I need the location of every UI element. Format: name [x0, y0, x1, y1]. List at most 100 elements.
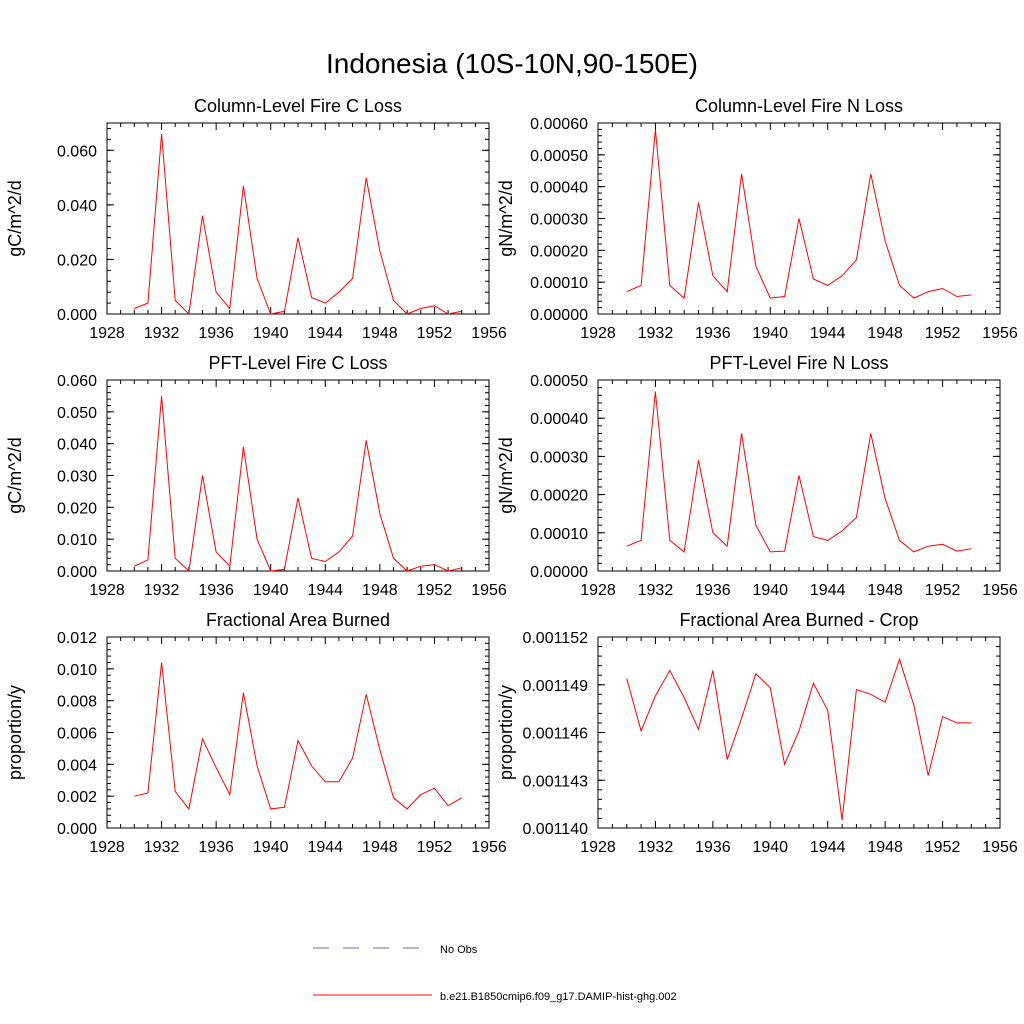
chart6-xtick-label: 1952 [925, 839, 961, 856]
chart6-ylabel: proportion/y [496, 685, 516, 780]
chart5-xtick-label: 1956 [471, 839, 507, 856]
chart5-xtick-label: 1944 [307, 839, 343, 856]
chart6-ytick-label: 0.001140 [522, 821, 588, 838]
chart2-xtick-label: 1948 [867, 325, 903, 342]
chart3-series-line [134, 395, 462, 573]
chart2-ylabel: gN/m^2/d [496, 180, 516, 256]
chart6-xtick-label: 1932 [638, 839, 674, 856]
legend-model-label: b.e21.B1850cmip6.f09_g17.DAMIP-hist-ghg.… [440, 991, 677, 1003]
chart1-xtick-label: 1944 [307, 325, 343, 342]
chart5-ytick-label: 0.000 [57, 821, 97, 838]
chart3-xtick-label: 1956 [471, 582, 507, 599]
chart5-xtick-label: 1948 [362, 839, 398, 856]
chart6-frame [597, 636, 1001, 829]
chart5-ytick-label: 0.004 [57, 757, 97, 774]
chart5-title: Fractional Area Burned [206, 610, 390, 630]
chart5-ytick-label: 0.002 [57, 789, 97, 806]
chart3-title: PFT-Level Fire C Loss [208, 353, 387, 373]
chart1-xtick-label: 1952 [417, 325, 453, 342]
chart5-series-line [134, 662, 462, 811]
chart2-xtick-label: 1936 [695, 325, 731, 342]
chart3-xtick-label: 1940 [253, 582, 289, 599]
chart2-ytick-label: 0.00050 [530, 148, 588, 165]
chart6-xtick-label: 1928 [580, 839, 616, 856]
chart3-ytick-label: 0.060 [57, 373, 97, 390]
chart5-xtick-label: 1936 [198, 839, 234, 856]
chart6-series-line [626, 657, 972, 821]
chart1-series-line [134, 133, 462, 316]
chart4-xtick-label: 1956 [982, 582, 1018, 599]
chart4-ytick-label: 0.00050 [530, 373, 588, 390]
chart3-ytick-label: 0.020 [57, 500, 97, 517]
chart4-ytick-label: 0.00020 [530, 488, 588, 505]
legend-no-obs-label: No Obs [440, 944, 478, 956]
chart5-xtick-label: 1932 [144, 839, 180, 856]
chart6-ytick-label: 0.001146 [522, 726, 588, 743]
chart3-ylabel: gC/m^2/d [5, 437, 25, 513]
chart4-xtick-label: 1928 [580, 582, 616, 599]
chart2-xtick-label: 1944 [810, 325, 846, 342]
chart4-xtick-label: 1952 [925, 582, 961, 599]
chart3-xtick-label: 1952 [417, 582, 453, 599]
chart2-ytick-label: 0.00030 [530, 212, 588, 229]
chart6-title: Fractional Area Burned - Crop [679, 610, 918, 630]
chart5-xtick-label: 1952 [417, 839, 453, 856]
chart5-frame [106, 636, 490, 829]
chart3-ytick-label: 0.000 [57, 564, 97, 581]
chart1-xtick-label: 1948 [362, 325, 398, 342]
chart2-xtick-label: 1940 [752, 325, 788, 342]
chart3-frame [106, 379, 490, 572]
chart1-ytick-label: 0.060 [57, 143, 97, 160]
chart3-xtick-label: 1948 [362, 582, 398, 599]
chart1-ytick-label: 0.040 [57, 198, 97, 215]
chart4-xtick-label: 1940 [752, 582, 788, 599]
chart5-xtick-label: 1928 [89, 839, 125, 856]
chart3-xtick-label: 1928 [89, 582, 125, 599]
chart6-ytick-label: 0.001152 [522, 630, 588, 647]
chart4-xtick-label: 1936 [695, 582, 731, 599]
chart3-xtick-label: 1936 [198, 582, 234, 599]
chart4-ytick-label: 0.00040 [530, 411, 588, 428]
chart3-ytick-label: 0.040 [57, 437, 97, 454]
chart2-series-line [626, 129, 972, 300]
chart4-xtick-label: 1948 [867, 582, 903, 599]
chart6-xtick-label: 1936 [695, 839, 731, 856]
chart1-xtick-label: 1956 [471, 325, 507, 342]
chart4-ytick-label: 0.00030 [530, 449, 588, 466]
chart2-xtick-label: 1932 [638, 325, 674, 342]
chart3-ytick-label: 0.010 [57, 532, 97, 549]
chart4-xtick-label: 1944 [810, 582, 846, 599]
chart5-ylabel: proportion/y [5, 685, 25, 780]
page-title: Indonesia (10S-10N,90-150E) [325, 48, 698, 79]
chart1-ytick-label: 0.020 [57, 252, 97, 269]
chart5-ytick-label: 0.006 [57, 726, 97, 743]
chart1-ytick-label: 0.000 [57, 307, 97, 324]
chart2-ytick-label: 0.00010 [530, 275, 588, 292]
chart3-xtick-label: 1944 [307, 582, 343, 599]
chart2-ytick-label: 0.00000 [530, 307, 588, 324]
chart6-ytick-label: 0.001143 [522, 773, 588, 790]
chart4-series-line [626, 391, 972, 553]
chart1-ylabel: gC/m^2/d [5, 180, 25, 256]
chart5-xtick-label: 1940 [253, 839, 289, 856]
chart2-xtick-label: 1956 [982, 325, 1018, 342]
chart2-xtick-label: 1952 [925, 325, 961, 342]
chart5-ytick-label: 0.010 [57, 662, 97, 679]
chart3-ytick-label: 0.050 [57, 405, 97, 422]
chart1-xtick-label: 1936 [198, 325, 234, 342]
chart4-xtick-label: 1932 [638, 582, 674, 599]
chart1-xtick-label: 1940 [253, 325, 289, 342]
chart4-title: PFT-Level Fire N Loss [709, 353, 888, 373]
chart5-ytick-label: 0.012 [57, 630, 97, 647]
chart3-xtick-label: 1932 [144, 582, 180, 599]
chart4-ylabel: gN/m^2/d [496, 437, 516, 513]
chart1-xtick-label: 1932 [144, 325, 180, 342]
chart6-xtick-label: 1940 [752, 839, 788, 856]
chart6-xtick-label: 1944 [810, 839, 846, 856]
chart2-title: Column-Level Fire N Loss [695, 96, 903, 116]
chart6-xtick-label: 1956 [982, 839, 1018, 856]
chart3-ytick-label: 0.030 [57, 469, 97, 486]
chart2-ytick-label: 0.00060 [530, 116, 588, 133]
chart6-ytick-label: 0.001149 [522, 678, 588, 695]
